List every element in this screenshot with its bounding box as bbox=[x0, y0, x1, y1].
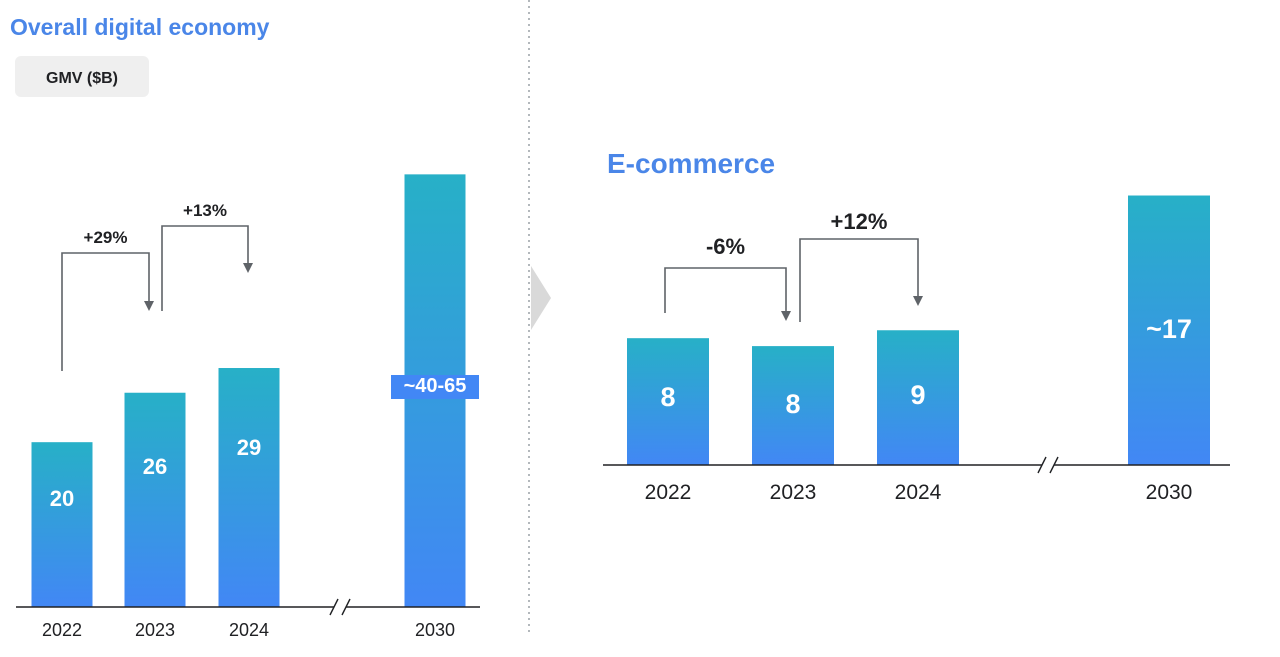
bar-2024 bbox=[218, 368, 280, 607]
growth-label: -6% bbox=[706, 234, 745, 259]
growth-arrow-line bbox=[799, 238, 919, 322]
bar-value-label: ~40-65 bbox=[404, 375, 467, 397]
growth-label: +13% bbox=[183, 201, 227, 220]
gmv-badge-label: GMV ($B) bbox=[46, 70, 118, 87]
x-tick-label: 2023 bbox=[770, 481, 817, 504]
gmv-badge-background bbox=[15, 56, 149, 97]
bar-value-label: 29 bbox=[237, 435, 261, 460]
bar-2024 bbox=[877, 330, 959, 465]
chart-overall-digital-economy: 2022 2023 2024 2030 20 26 29 ~40-65 +29% +13% bbox=[16, 174, 480, 640]
bar-2030 bbox=[1128, 195, 1210, 466]
x-tick-label: 2022 bbox=[645, 481, 692, 504]
bar-2023 bbox=[124, 392, 186, 607]
x-tick-label: 2022 bbox=[42, 620, 82, 640]
bar-2022 bbox=[627, 338, 709, 465]
growth-arrow-line bbox=[61, 252, 150, 371]
arrow-head-icon bbox=[781, 311, 791, 321]
bar-value-label: 9 bbox=[910, 380, 925, 410]
bar-2022 bbox=[31, 442, 93, 607]
x-tick-label: 2030 bbox=[415, 620, 455, 640]
bar-value-label: 26 bbox=[143, 454, 167, 479]
arrow-head-icon bbox=[913, 296, 923, 306]
value-label-background bbox=[391, 375, 479, 399]
axis-break-mark bbox=[329, 598, 339, 616]
axis-break-mark bbox=[1049, 456, 1059, 474]
growth-arrow-line bbox=[664, 267, 787, 313]
chevron-right-icon bbox=[531, 266, 551, 330]
bar-value-label: 8 bbox=[785, 389, 800, 419]
growth-label: +29% bbox=[84, 228, 128, 247]
axis-break-mark bbox=[1037, 456, 1047, 474]
right-chart-title: E-commerce bbox=[607, 148, 775, 179]
chart-e-commerce: 2022 2023 2024 2030 8 8 9 ~17 -6% +12% bbox=[603, 195, 1230, 504]
growth-label: +12% bbox=[831, 209, 888, 234]
left-chart-title: Overall digital economy bbox=[10, 14, 270, 40]
growth-arrow-line bbox=[161, 225, 249, 311]
bar-value-label: 8 bbox=[660, 382, 675, 412]
axis-break-mark bbox=[341, 598, 351, 616]
x-tick-label: 2024 bbox=[229, 620, 269, 640]
x-tick-label: 2030 bbox=[1146, 481, 1193, 504]
bar-value-label: 20 bbox=[50, 486, 74, 511]
arrow-head-icon bbox=[243, 263, 253, 273]
x-tick-label: 2024 bbox=[895, 481, 942, 504]
x-tick-label: 2023 bbox=[135, 620, 175, 640]
bar-2023 bbox=[752, 346, 834, 465]
arrow-head-icon bbox=[144, 301, 154, 311]
bar-value-label: ~17 bbox=[1146, 314, 1192, 344]
